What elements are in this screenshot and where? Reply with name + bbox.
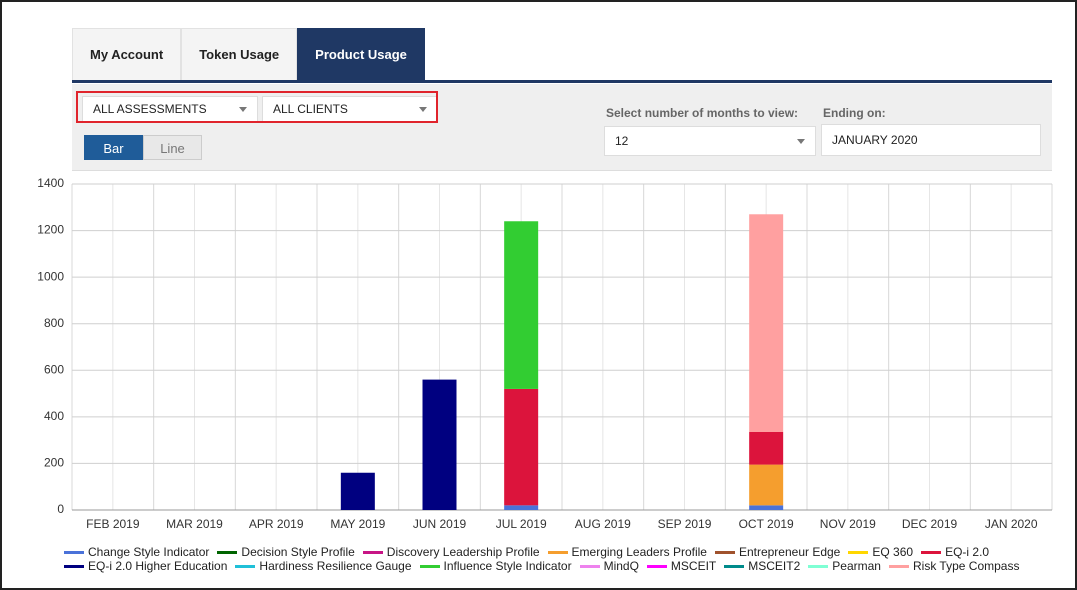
- view-button[interactable]: Bar: [84, 135, 143, 160]
- legend-swatch: [217, 550, 238, 554]
- x-tick-label: MAY 2019: [330, 517, 385, 531]
- tabs: My Account Token Usage Product Usage: [72, 28, 425, 80]
- legend-label: Pearman: [832, 559, 881, 573]
- y-tick-label: 1200: [37, 223, 64, 237]
- client-select[interactable]: ALL CLIENTS: [262, 96, 438, 122]
- arrow: [419, 107, 427, 112]
- y-tick-label: 600: [44, 362, 64, 376]
- bar-segment: [422, 379, 457, 510]
- x-tick-label: MAR 2019: [166, 517, 223, 531]
- bar-segment: [340, 472, 375, 510]
- legend-item[interactable]: EQ 360: [848, 545, 913, 559]
- legend-swatch: [235, 564, 256, 568]
- ending-label: Ending on:: [823, 106, 886, 120]
- legend-label: Change Style Indicator: [88, 545, 210, 559]
- legend-label: MindQ: [603, 559, 639, 573]
- legend-swatch: [362, 550, 383, 554]
- view-toggle: Bar Line: [84, 135, 202, 160]
- legend: Change Style Indicator Decision Style Pro…: [64, 545, 1044, 573]
- y-tick-label: 200: [44, 456, 64, 470]
- legend-label: Influence Style Indicator: [443, 559, 572, 573]
- legend-item[interactable]: EQ-i 2.0: [921, 545, 989, 559]
- tab[interactable]: Token Usage: [181, 28, 298, 80]
- legend-swatch: [714, 550, 735, 554]
- legend-swatch: [808, 564, 829, 568]
- bar-segment: [749, 505, 784, 510]
- legend-label: MSCEIT: [670, 559, 717, 573]
- legend-item[interactable]: Pearman: [808, 559, 881, 573]
- assessment-value: ALL ASSESSMENTS: [93, 102, 207, 116]
- ending-value: JANUARY 2020: [832, 133, 918, 147]
- tab[interactable]: Product Usage: [297, 28, 425, 80]
- legend-item[interactable]: Discovery Leadership Profile: [362, 545, 540, 559]
- highlight-box: [76, 91, 438, 123]
- legend-swatch: [848, 550, 869, 554]
- legend-label: Discovery Leadership Profile: [386, 545, 540, 559]
- legend-label: Emerging Leaders Profile: [571, 545, 707, 559]
- legend-label: EQ 360: [872, 545, 914, 559]
- x-tick-label: SEP 2019: [658, 517, 712, 531]
- legend-item[interactable]: Change Style Indicator: [64, 545, 209, 559]
- legend-swatch: [579, 564, 600, 568]
- legend-label: Risk Type Compass: [912, 559, 1020, 573]
- legend-item[interactable]: MSCEIT: [646, 559, 717, 573]
- arrow: [797, 139, 805, 144]
- x-tick-label: FEB 2019: [86, 517, 140, 531]
- legend-swatch: [547, 550, 568, 554]
- y-tick-label: 1000: [37, 269, 64, 283]
- x-tick-label: JAN 2020: [985, 517, 1038, 531]
- legend-item[interactable]: EQ-i 2.0 Higher Education: [64, 559, 227, 573]
- legend-swatch: [419, 564, 440, 568]
- bar-segment: [749, 214, 784, 432]
- legend-swatch: [64, 550, 84, 554]
- legend-item[interactable]: MSCEIT2: [724, 559, 800, 573]
- legend-swatch: [64, 564, 84, 568]
- arrow: [239, 107, 247, 112]
- legend-item[interactable]: MindQ: [579, 559, 639, 573]
- bar-segment: [504, 388, 539, 506]
- y-tick-label: 1400: [37, 176, 64, 190]
- y-tick-label: 0: [57, 502, 64, 516]
- tab-rule: [72, 80, 1052, 83]
- x-tick-label: OCT 2019: [739, 517, 794, 531]
- legend-label: Entrepreneur Edge: [738, 545, 841, 559]
- bar-segment: [749, 431, 784, 465]
- chart: 0 200 400 600 800 1000 1200 1400 FEB 2019 MAR 201…: [37, 176, 1053, 531]
- ending-input[interactable]: JANUARY 2020: [821, 124, 1041, 156]
- legend-item[interactable]: Influence Style Indicator: [419, 559, 572, 573]
- x-tick-label: DEC 2019: [902, 517, 958, 531]
- legend-swatch: [888, 564, 909, 568]
- y-tick-label: 800: [44, 316, 64, 330]
- bar-segment: [504, 221, 539, 389]
- x-tick-label: NOV 2019: [820, 517, 876, 531]
- legend-item[interactable]: Entrepreneur Edge: [714, 545, 841, 559]
- legend-label: MSCEIT2: [748, 559, 801, 573]
- x-tick-label: APR 2019: [249, 517, 304, 531]
- legend-label: Hardiness Resilience Gauge: [259, 559, 412, 573]
- bar-segment: [504, 505, 539, 510]
- x-tick-label: AUG 2019: [575, 517, 631, 531]
- tab[interactable]: My Account: [72, 28, 182, 80]
- legend-item[interactable]: Decision Style Profile: [217, 545, 355, 559]
- legend-item[interactable]: Hardiness Resilience Gauge: [235, 559, 412, 573]
- view-button[interactable]: Line: [143, 135, 202, 160]
- legend-label: EQ-i 2.0 Higher Education: [88, 559, 228, 573]
- legend-swatch: [921, 550, 942, 554]
- months-select[interactable]: 12: [604, 126, 816, 156]
- months-value: 12: [615, 134, 629, 148]
- x-tick-label: JUN 2019: [413, 517, 467, 531]
- legend-swatch: [646, 564, 667, 568]
- x-tick-label: JUL 2019: [496, 517, 547, 531]
- legend-label: Decision Style Profile: [241, 545, 355, 559]
- legend-label: EQ-i 2.0: [945, 545, 990, 559]
- bar-segment: [749, 464, 784, 506]
- months-label: Select number of months to view:: [606, 106, 799, 120]
- client-value: ALL CLIENTS: [273, 102, 348, 116]
- y-tick-label: 400: [44, 409, 64, 423]
- legend-item[interactable]: Emerging Leaders Profile: [547, 545, 707, 559]
- legend-item[interactable]: Risk Type Compass: [888, 559, 1020, 573]
- legend-swatch: [724, 564, 745, 568]
